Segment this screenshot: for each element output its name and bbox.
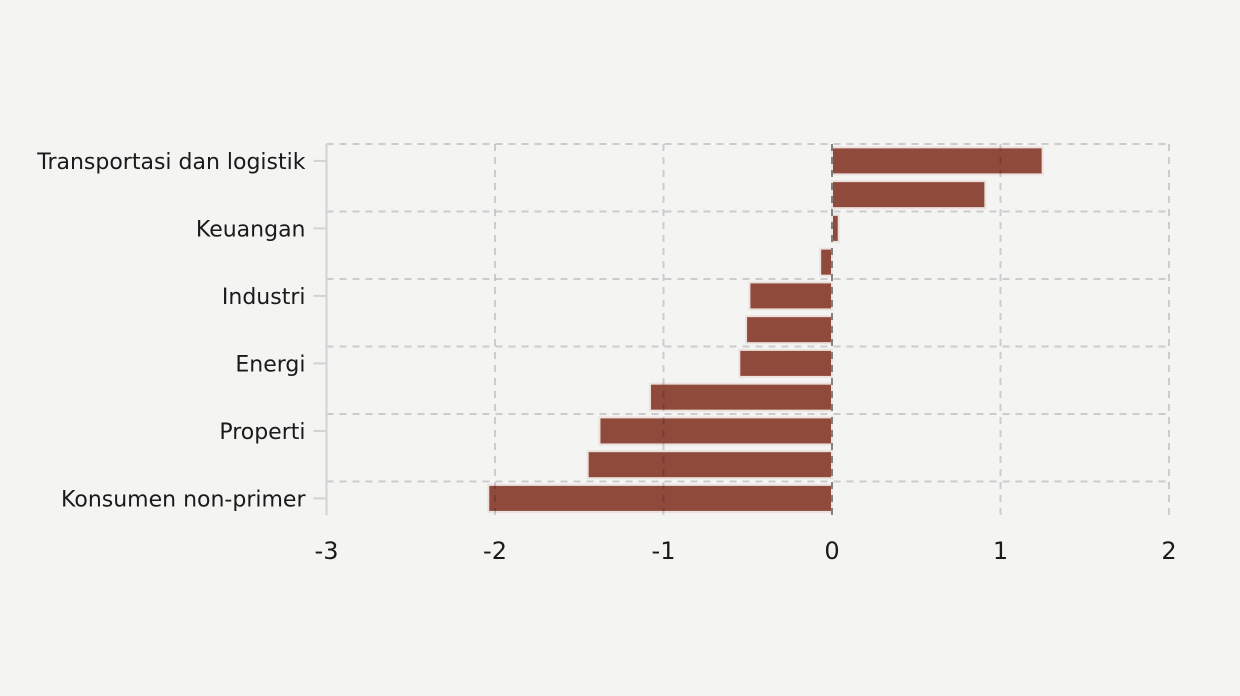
bar-energi xyxy=(738,348,834,378)
x-tick-label: 2 xyxy=(1161,537,1176,565)
y-tick-label: Industri xyxy=(222,285,306,310)
horizontal-gridlines xyxy=(326,143,1169,483)
y-tick-label: Keuangan xyxy=(196,217,306,242)
bar-row-4 xyxy=(819,247,834,277)
bar-row-8 xyxy=(649,382,834,412)
y-tick-label: Energi xyxy=(235,352,305,377)
x-tick-label: -2 xyxy=(483,537,507,565)
bars xyxy=(487,146,1044,513)
x-tick-label: 1 xyxy=(993,537,1008,565)
vertical-gridlines xyxy=(494,144,1170,516)
bar-row-10 xyxy=(586,450,833,480)
x-tick-label: 0 xyxy=(824,537,839,565)
bar-industri xyxy=(748,281,833,311)
y-tick-label: Transportasi dan logistik xyxy=(36,150,306,175)
bar-konsumen-non-primer xyxy=(487,483,833,513)
x-tick-label: -3 xyxy=(315,537,339,565)
bar-properti xyxy=(598,416,833,446)
bar-row-2 xyxy=(831,180,987,210)
axes xyxy=(313,144,328,516)
bar-row-6 xyxy=(745,315,833,345)
bar-keuangan xyxy=(831,213,840,243)
bar-transportasi-dan-logistik xyxy=(831,146,1044,176)
x-tick-label: -1 xyxy=(652,537,676,565)
y-tick-label: Properti xyxy=(219,420,305,445)
axis-labels: Transportasi dan logistik Keuangan Industr… xyxy=(36,150,1176,565)
y-tick-label: Konsumen non-primer xyxy=(61,487,306,512)
